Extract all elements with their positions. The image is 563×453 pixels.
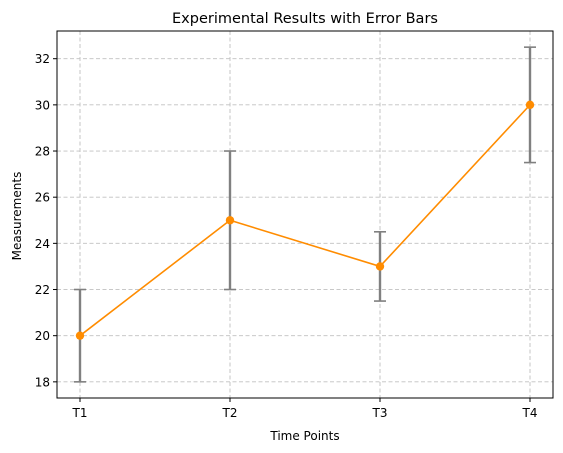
y-axis-label: Measurements: [10, 172, 24, 261]
y-tick-label: 20: [35, 329, 50, 343]
plot-area: 18 20 22 24 26 28 30 32 T1 T2 T3 T4: [35, 30, 554, 420]
y-tick-label: 24: [35, 237, 50, 251]
y-tick-label: 18: [35, 375, 50, 389]
y-tick-label: 26: [35, 191, 50, 205]
data-point: [525, 100, 535, 110]
x-tick-label: T1: [72, 406, 88, 420]
x-tick-label: T3: [372, 406, 388, 420]
data-point: [375, 262, 385, 271]
y-tick-label: 30: [35, 98, 50, 112]
chart-title: Experimental Results with Error Bars: [172, 11, 438, 27]
series-line: [79, 104, 531, 337]
data-point: [75, 331, 85, 340]
x-tick-label: T4: [522, 406, 538, 420]
y-tick-label: 22: [35, 283, 50, 297]
axes-frame: [56, 30, 554, 399]
y-tick-label: 28: [35, 145, 50, 159]
x-axis-label: Time Points: [269, 429, 339, 443]
data-point: [225, 216, 235, 225]
y-tick-label: 32: [35, 52, 50, 66]
x-tick-label: T2: [222, 406, 238, 420]
